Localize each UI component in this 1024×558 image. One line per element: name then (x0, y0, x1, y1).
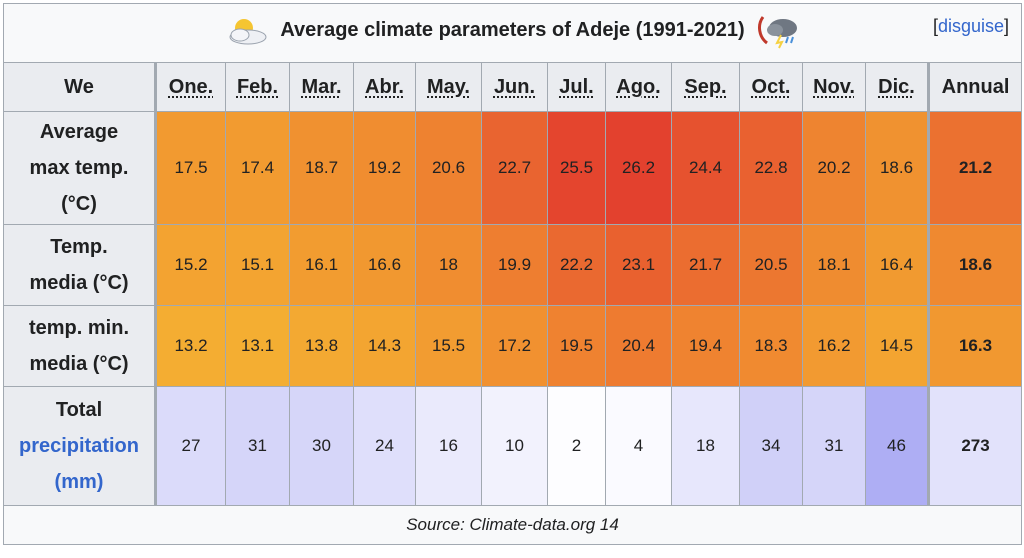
value-cell: 19.5 (547, 305, 606, 387)
caption-row: Average climate parameters of Adeje (199… (2, 3, 1023, 63)
value-cell: 20.4 (605, 305, 672, 387)
month-header[interactable]: Nov. (802, 62, 866, 112)
value-cell: 19.4 (671, 305, 740, 387)
value-cell: 14.3 (353, 305, 416, 387)
month-header[interactable]: Jul. (547, 62, 606, 112)
value-cell: 15.2 (154, 224, 226, 306)
row-label: Temp. media (°C) (3, 224, 156, 306)
value-cell: 21.7 (671, 224, 740, 306)
corner-header: We (3, 62, 156, 112)
value-cell: 20.5 (739, 224, 803, 306)
value-cell: 16 (415, 386, 482, 506)
value-cell: 34 (739, 386, 803, 506)
value-cell: 15.5 (415, 305, 482, 387)
row-label: temp. min. media (°C) (3, 305, 156, 387)
value-cell: 14.5 (865, 305, 930, 387)
annual-value-cell: 21.2 (927, 111, 1023, 225)
table-row-mean-temp: Temp. media (°C) 15.2 15.1 16.1 16.6 18 19.9 2… (3, 224, 1023, 306)
month-header[interactable]: Ago. (605, 62, 672, 112)
month-header[interactable]: Sep. (671, 62, 740, 112)
value-cell: 31 (225, 386, 290, 506)
value-cell: 20.6 (415, 111, 482, 225)
value-cell: 31 (802, 386, 866, 506)
value-cell: 4 (605, 386, 672, 506)
month-header[interactable]: Feb. (225, 62, 290, 112)
value-cell: 46 (865, 386, 930, 506)
month-header[interactable]: One. (154, 62, 226, 112)
month-header[interactable]: Jun. (481, 62, 548, 112)
annual-value-cell: 16.3 (927, 305, 1023, 387)
month-header[interactable]: May. (415, 62, 482, 112)
value-cell: 2 (547, 386, 606, 506)
caption-text: Average climate parameters of Adeje (199… (280, 19, 745, 41)
value-cell: 22.2 (547, 224, 606, 306)
table-row-max-temp: Average max temp. (°C) 17.5 17.4 18.7 19.2 2… (3, 111, 1023, 225)
value-cell: 17.4 (225, 111, 290, 225)
value-cell: 18.1 (802, 224, 866, 306)
value-cell: 18 (671, 386, 740, 506)
value-cell: 22.7 (481, 111, 548, 225)
value-cell: 18.6 (865, 111, 930, 225)
value-cell: 16.4 (865, 224, 930, 306)
annual-header: Annual (927, 62, 1023, 112)
source-row: Source: Climate-data.org 14 (2, 505, 1023, 545)
month-header[interactable]: Mar. (289, 62, 354, 112)
month-header[interactable]: Dic. (865, 62, 930, 112)
sun-cloud-icon (229, 18, 267, 44)
value-cell: 10 (481, 386, 548, 506)
value-cell: 17.5 (154, 111, 226, 225)
value-cell: 24 (353, 386, 416, 506)
value-cell: 26.2 (605, 111, 672, 225)
month-header[interactable]: Abr. (353, 62, 416, 112)
value-cell: 13.1 (225, 305, 290, 387)
value-cell: 27 (154, 386, 226, 506)
source-note: Source: Climate-data.org 14 (2, 505, 1023, 545)
annual-value-cell: 273 (927, 386, 1023, 506)
value-cell: 19.9 (481, 224, 548, 306)
annual-value-cell: 18.6 (927, 224, 1023, 306)
value-cell: 25.5 (547, 111, 606, 225)
value-cell: 17.2 (481, 305, 548, 387)
value-cell: 15.1 (225, 224, 290, 306)
row-label: Average max temp. (°C) (3, 111, 156, 225)
climate-table: Average climate parameters of Adeje (199… (2, 3, 1023, 545)
table-caption: Average climate parameters of Adeje (199… (2, 3, 1023, 63)
table-row-precipitation: Total precipitation (mm) 27 31 30 24 16 10 2 4 1… (3, 386, 1023, 506)
hide-toggle: [disguise] (932, 16, 1010, 36)
caption-title: Average climate parameters of Adeje (199… (224, 13, 800, 49)
value-cell: 18.7 (289, 111, 354, 225)
value-cell: 24.4 (671, 111, 740, 225)
storm-cloud-icon (757, 15, 797, 48)
header-row: We One. Feb. Mar. Abr. May. Jun. Jul. Ag… (3, 62, 1023, 112)
value-cell: 16.2 (802, 305, 866, 387)
value-cell: 19.2 (353, 111, 416, 225)
value-cell: 30 (289, 386, 354, 506)
value-cell: 20.2 (802, 111, 866, 225)
value-cell: 13.8 (289, 305, 354, 387)
value-cell: 16.6 (353, 224, 416, 306)
row-label: Total precipitation (mm) (3, 386, 156, 506)
value-cell: 22.8 (739, 111, 803, 225)
value-cell: 13.2 (154, 305, 226, 387)
value-cell: 23.1 (605, 224, 672, 306)
value-cell: 18 (415, 224, 482, 306)
precipitation-link[interactable]: precipitation (18, 435, 139, 457)
table-row-min-temp: temp. min. media (°C) 13.2 13.1 13.8 14.3 15… (3, 305, 1023, 387)
value-cell: 18.3 (739, 305, 803, 387)
disguise-link[interactable]: disguise (937, 16, 1005, 36)
climate-box: Average climate parameters of Adeje (199… (2, 3, 1023, 555)
value-cell: 16.1 (289, 224, 354, 306)
month-header[interactable]: Oct. (739, 62, 803, 112)
